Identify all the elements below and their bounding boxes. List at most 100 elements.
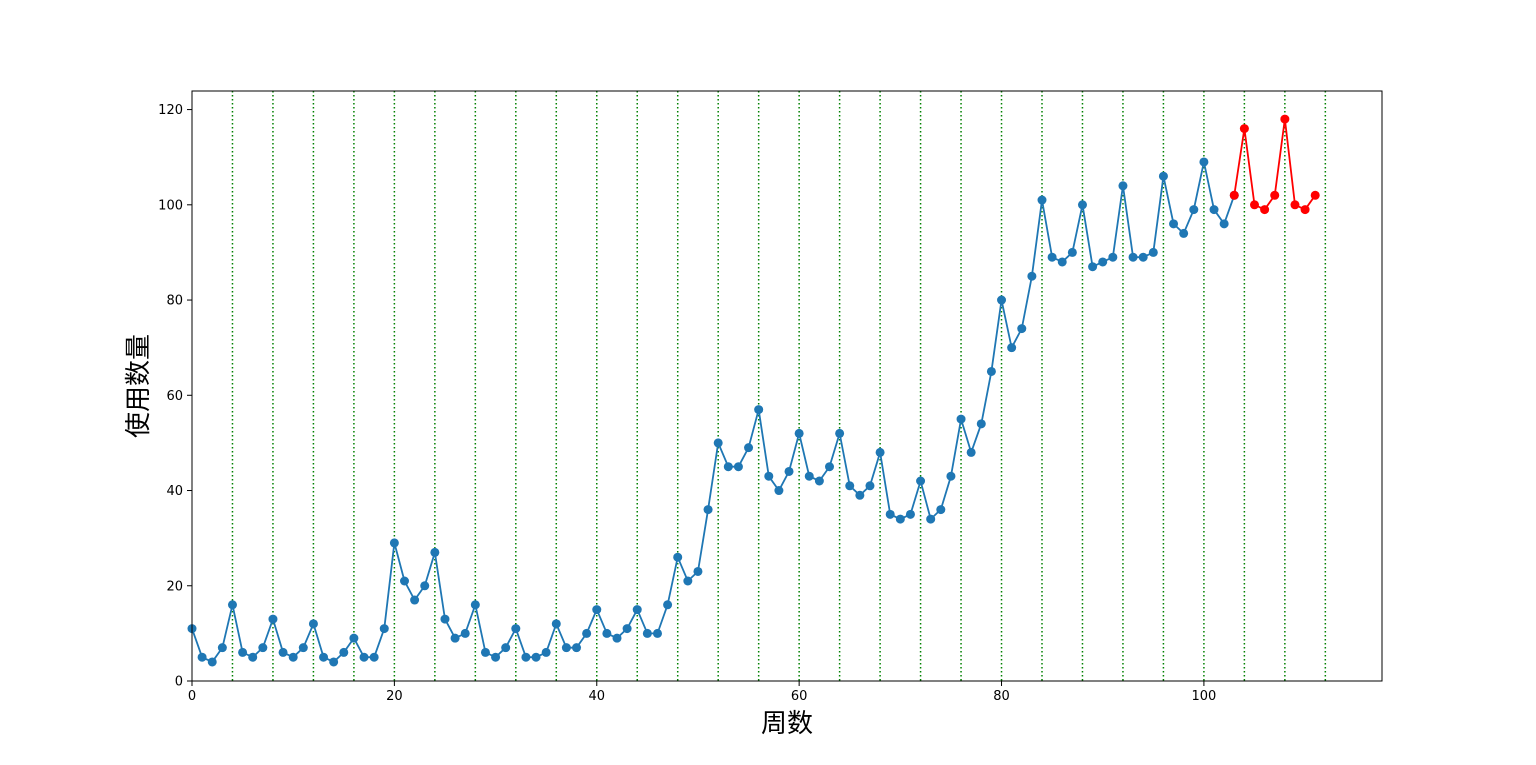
data-point (1047, 252, 1057, 262)
series-line (191, 161, 1236, 664)
data-point (379, 624, 389, 634)
data-point (248, 652, 258, 662)
data-point (217, 643, 227, 653)
data-point (673, 552, 683, 562)
data-point (895, 514, 905, 524)
data-point (814, 476, 824, 486)
data-point (440, 614, 450, 624)
data-point (1037, 195, 1047, 205)
y-tick-label: 40 (166, 484, 183, 499)
data-point (774, 486, 784, 496)
data-point (197, 652, 207, 662)
data-point (1250, 200, 1259, 210)
x-tick-label: 80 (993, 689, 1010, 704)
data-point (1280, 114, 1290, 124)
data-point (1077, 200, 1087, 210)
data-point (1199, 157, 1209, 167)
y-tick-label: 60 (166, 389, 183, 404)
data-point (278, 647, 288, 657)
y-tick-label: 0 (175, 675, 183, 690)
data-point (794, 428, 804, 438)
plot-area (191, 90, 1383, 682)
data-point (1270, 190, 1280, 200)
data-point (1138, 252, 1148, 262)
data-point (480, 647, 490, 657)
data-point (1300, 205, 1310, 215)
data-point (703, 505, 713, 515)
data-point (754, 405, 764, 415)
data-point (804, 471, 814, 481)
data-point (582, 628, 592, 638)
data-point (491, 652, 501, 662)
data-point (268, 614, 278, 624)
data-point (723, 462, 733, 472)
data-point (905, 509, 915, 519)
y-tick-label: 20 (166, 579, 183, 594)
data-point (339, 647, 349, 657)
data-point (612, 633, 622, 643)
data-point (865, 481, 875, 491)
data-point (693, 566, 703, 576)
data-point (207, 657, 217, 667)
series-1 (1229, 114, 1320, 215)
data-point (966, 447, 976, 457)
data-point (1229, 190, 1239, 200)
data-point (511, 624, 521, 634)
data-point (288, 652, 298, 662)
data-point (1158, 171, 1168, 181)
data-point (602, 628, 612, 638)
data-point (733, 462, 743, 472)
data-point (835, 428, 845, 438)
y-tick-label: 80 (166, 294, 183, 309)
y-tick-label: 100 (158, 198, 183, 213)
data-point (1310, 190, 1320, 200)
data-point (430, 547, 440, 557)
data-point (997, 295, 1007, 305)
series-0 (187, 157, 1239, 667)
data-point (1007, 343, 1017, 353)
y-axis: 0 20 40 60 80 100 120 (158, 103, 192, 690)
data-point (1189, 205, 1199, 215)
data-point (420, 581, 430, 591)
data-point (764, 471, 774, 481)
data-point (319, 652, 329, 662)
data-point (1209, 205, 1219, 215)
x-tick-label: 0 (188, 689, 196, 704)
data-point (561, 643, 571, 653)
data-point (956, 414, 966, 424)
x-axis: 0 20 40 60 80 100 (188, 681, 1216, 704)
data-point (572, 643, 582, 653)
data-point (1239, 124, 1249, 134)
data-point (744, 443, 754, 453)
data-point (1169, 219, 1179, 229)
data-point (1027, 271, 1037, 281)
data-point (501, 643, 511, 653)
y-tick-label: 120 (158, 103, 183, 118)
data-point (855, 490, 865, 500)
data-point (976, 419, 986, 429)
data-point (592, 605, 602, 615)
x-tick-label: 20 (386, 689, 403, 704)
data-point (349, 633, 359, 643)
data-point (784, 466, 794, 476)
data-point (1088, 262, 1098, 272)
data-point (460, 628, 470, 638)
data-point (632, 605, 642, 615)
data-point (713, 438, 723, 448)
y-axis-title: 使用数量 (124, 334, 154, 438)
data-point (1290, 200, 1300, 210)
data-point (926, 514, 936, 524)
data-point (308, 619, 318, 629)
data-point (389, 538, 399, 548)
data-point (551, 619, 561, 629)
data-point (1108, 252, 1118, 262)
data-point (400, 576, 409, 586)
data-point (258, 643, 268, 653)
data-point (541, 647, 551, 657)
data-point (1017, 324, 1027, 334)
x-tick-label: 60 (791, 689, 808, 704)
chart-series (187, 114, 1320, 667)
data-point (652, 628, 662, 638)
data-point (885, 509, 895, 519)
